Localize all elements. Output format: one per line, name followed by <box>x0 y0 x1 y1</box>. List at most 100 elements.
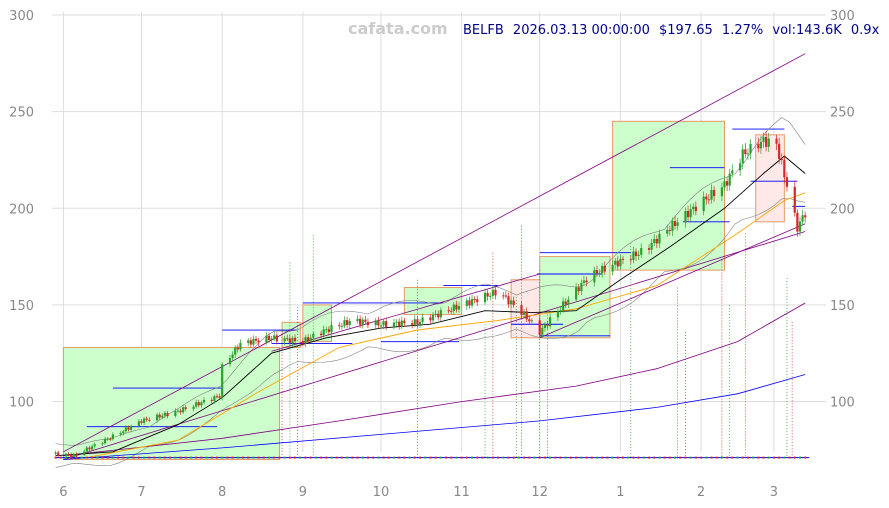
candle-body <box>562 301 565 311</box>
trend-line <box>63 231 806 460</box>
candle-body <box>556 311 560 318</box>
baseline-marker <box>637 456 640 459</box>
candle-body <box>575 287 578 300</box>
x-tick-label: 11 <box>453 485 470 500</box>
baseline-marker <box>460 456 463 459</box>
candle-body <box>546 324 549 327</box>
candle-body <box>767 138 770 147</box>
baseline-marker <box>340 456 343 459</box>
candle-body <box>176 410 180 412</box>
baseline-marker <box>564 456 567 459</box>
candle-body <box>392 322 396 327</box>
candle-body <box>473 299 476 301</box>
candle-body <box>611 264 614 272</box>
candle-body <box>366 321 370 326</box>
baseline-marker <box>798 456 801 459</box>
x-tick-label: 10 <box>373 485 390 500</box>
candle-body <box>330 325 333 332</box>
candle-body <box>780 159 783 161</box>
candle-body <box>507 296 510 305</box>
candle-body <box>143 418 146 423</box>
baseline-marker <box>502 456 505 459</box>
candle-body <box>174 410 177 417</box>
candle-body <box>359 318 362 325</box>
baseline-marker <box>174 456 177 459</box>
baseline-marker <box>252 456 255 459</box>
baseline-marker <box>439 456 442 459</box>
baseline-marker <box>179 456 182 459</box>
baseline-marker <box>398 456 401 459</box>
candle-body <box>658 233 661 244</box>
candle-body <box>213 396 216 402</box>
candle-body <box>374 320 377 326</box>
candle-body <box>416 319 419 325</box>
candle-body <box>502 295 505 297</box>
candle-body <box>75 454 78 456</box>
range-box <box>62 346 280 461</box>
baseline-marker <box>585 456 588 459</box>
baseline-marker <box>262 456 265 459</box>
baseline-marker <box>736 456 739 459</box>
baseline-marker <box>642 456 645 459</box>
candle-body <box>395 321 398 323</box>
candle-body <box>249 340 252 345</box>
candle-body <box>431 314 435 321</box>
baseline-marker <box>679 456 682 459</box>
candle-body <box>676 222 679 226</box>
baseline-marker <box>278 456 281 459</box>
x-tick-label: 9 <box>299 485 307 500</box>
baseline-marker <box>85 456 88 459</box>
baseline-marker <box>54 456 57 459</box>
candle-body <box>504 295 507 297</box>
candle-body <box>429 317 432 321</box>
candle-body <box>346 320 349 325</box>
candle-body <box>231 354 234 359</box>
candle-body <box>486 292 489 297</box>
candle-body <box>603 265 606 272</box>
baseline-marker <box>533 456 536 459</box>
candle-body <box>710 189 713 200</box>
candle-body <box>692 206 695 210</box>
candle-body <box>725 181 729 186</box>
candle-body <box>418 321 422 325</box>
candle-body <box>221 364 224 398</box>
baseline-marker <box>382 456 385 459</box>
baseline-marker <box>148 456 151 459</box>
candle-body <box>759 141 763 149</box>
baseline-marker <box>621 456 624 459</box>
baseline-marker <box>689 456 692 459</box>
candle-body <box>765 136 768 147</box>
candle-body <box>413 319 416 325</box>
candle-body <box>483 292 487 303</box>
baseline-marker <box>372 456 375 459</box>
baseline-marker <box>283 456 286 459</box>
baseline-marker <box>517 456 520 459</box>
candle-body <box>762 136 765 142</box>
candle-body <box>195 402 198 407</box>
candle-body <box>247 340 250 343</box>
baseline-marker <box>757 456 760 459</box>
baseline-marker <box>392 456 395 459</box>
baseline-marker <box>465 456 468 459</box>
baseline-marker <box>653 456 656 459</box>
x-tick-label: 3 <box>770 485 778 500</box>
header-symbol: BELFB <box>463 23 504 38</box>
baseline-marker <box>575 456 578 459</box>
y-tick-label-right: 300 <box>830 9 855 24</box>
range-box <box>612 120 725 271</box>
candle-body <box>182 407 185 413</box>
x-tick-label: 6 <box>59 485 67 500</box>
candle-body <box>655 239 658 244</box>
candle-body <box>509 300 513 305</box>
baseline-marker <box>210 456 213 459</box>
candle-body <box>439 310 442 318</box>
candle-body <box>67 453 70 455</box>
header-ratio: 0.9x <box>851 23 880 38</box>
candle-body <box>434 313 437 315</box>
baseline-marker <box>127 456 130 459</box>
baseline-marker <box>674 456 677 459</box>
candle-body <box>293 337 297 342</box>
baseline-marker <box>330 456 333 459</box>
baseline-marker <box>486 456 489 459</box>
